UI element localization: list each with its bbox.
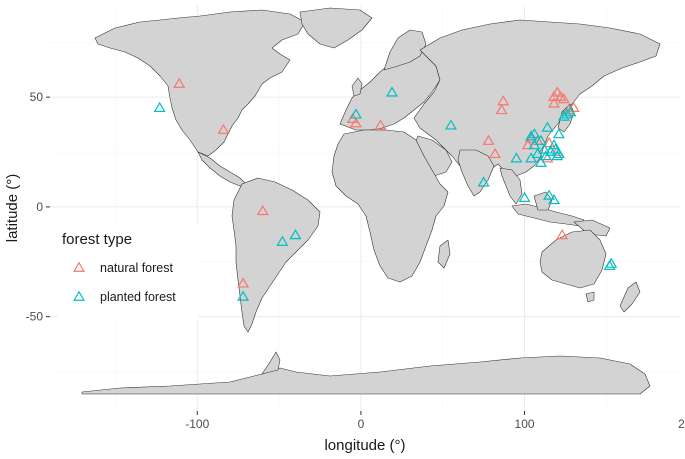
planted-forest-marker (552, 128, 565, 139)
natural-forest-marker (551, 86, 564, 97)
planted-forest-marker (552, 147, 565, 159)
land-india (457, 149, 495, 197)
planted-forest-marker (444, 119, 457, 130)
natural-forest-marker (557, 92, 570, 104)
x-tick-label: 100 (515, 417, 535, 431)
natural-forest-marker (548, 90, 560, 101)
natural-forest-marker (350, 117, 362, 128)
legend-title: forest type (62, 231, 132, 248)
land-australia (539, 229, 607, 289)
legend-entries: natural forest planted forest (73, 261, 176, 304)
planted-forest-marker (534, 134, 547, 145)
legend-label: planted forest (100, 290, 176, 304)
planted-forest-marker (477, 176, 490, 187)
legend: forest type natural forest planted forest (58, 225, 198, 320)
planted-forest-marker (386, 86, 398, 97)
planted-forest-marker (510, 152, 523, 163)
natural-forest-marker (173, 77, 186, 88)
land-uk (351, 77, 363, 97)
land-madagascar (437, 239, 451, 269)
legend-label: natural forest (100, 261, 173, 275)
y-tick-label: 50 (30, 90, 44, 104)
planted-forest-marker (237, 290, 250, 301)
planted-forest-marker (518, 191, 531, 202)
natural-forest-marker (548, 97, 560, 108)
planted-forest-marker (525, 130, 538, 141)
legend-background (58, 225, 198, 320)
land-scandinavia (383, 29, 427, 71)
planted-forest-marker (544, 145, 557, 156)
natural-forest-marker (495, 103, 508, 115)
land-africa (331, 129, 449, 283)
land-tasmania (585, 291, 595, 303)
natural-forest-marker (237, 277, 250, 288)
land-greenland (299, 7, 373, 49)
land-borneo (533, 191, 553, 211)
planted-forest-marker (289, 229, 302, 240)
planted-forest-marker (153, 101, 166, 112)
planted-forest-marker (605, 257, 618, 268)
planted-forest-marker (528, 128, 541, 139)
site-markers (153, 77, 618, 301)
x-tick-label: 0 (358, 417, 365, 431)
planted-forest-marker (350, 108, 362, 119)
planted-forest-marker (561, 108, 574, 119)
legend-key-planted-forest (73, 290, 85, 301)
x-tick-label: -100 (185, 417, 209, 431)
y-tick-label: -50 (26, 310, 44, 324)
natural-forest-marker (256, 204, 269, 216)
y-tick-label: 0 (36, 200, 43, 214)
planted-forest-marker (548, 139, 560, 150)
land-south-america (231, 177, 321, 333)
land-antarctic-peninsula (261, 351, 281, 375)
land-southeast-asia (499, 167, 523, 205)
world-landmass (81, 7, 661, 395)
y-axis-title: latitude (°) (4, 174, 21, 243)
planted-forest-marker (543, 189, 556, 200)
natural-forest-marker (217, 123, 230, 134)
natural-forest-marker (521, 139, 534, 150)
land-north-america (94, 9, 306, 157)
planted-forest-marker (548, 193, 560, 205)
planted-forest-marker (534, 156, 547, 167)
natural-forest-marker (489, 147, 502, 159)
planted-forest-marker (564, 106, 577, 117)
x-tick-label: 200 (678, 417, 685, 431)
x-axis-title: longitude (°) (324, 437, 405, 454)
natural-forest-marker (374, 119, 387, 130)
natural-forest-marker (567, 101, 580, 112)
natural-forest-marker (543, 136, 556, 148)
land-new-zealand (619, 281, 641, 313)
natural-forest-marker (482, 134, 495, 145)
planted-forest-marker (276, 235, 289, 246)
legend-key-natural-forest (73, 261, 85, 272)
natural-forest-marker (556, 229, 569, 240)
axes: -100 0 100 200 -50 0 50 (26, 90, 685, 431)
planted-forest-marker (541, 121, 554, 132)
natural-forest-marker (497, 95, 510, 106)
